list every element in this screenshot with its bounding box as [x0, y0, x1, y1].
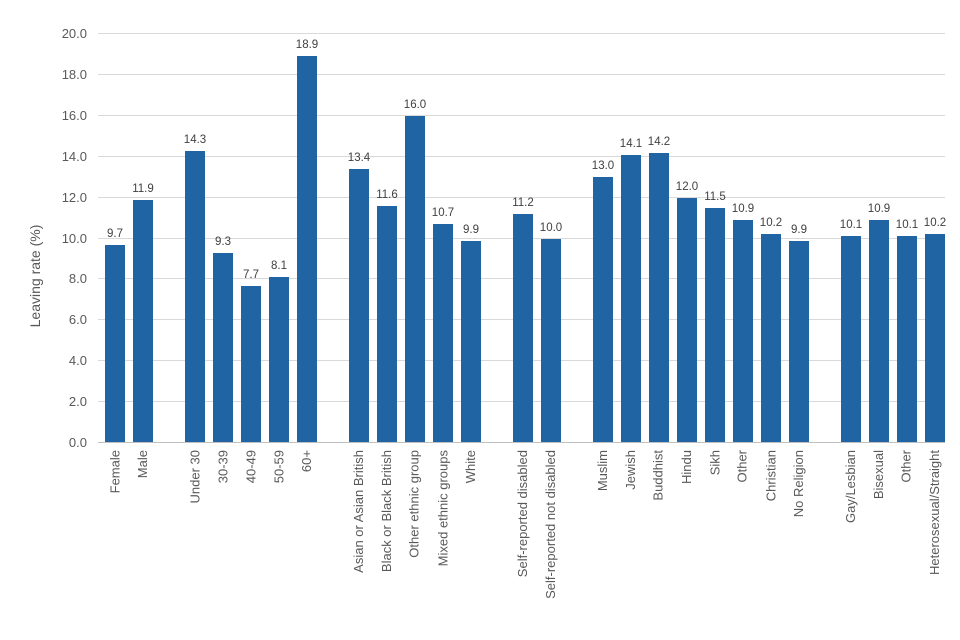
bar	[105, 244, 125, 443]
y-tick-label: 8.0	[68, 271, 87, 287]
bar	[705, 207, 725, 443]
category-label: Mixed ethnic groups	[435, 450, 450, 567]
bar-value-label: 9.9	[463, 223, 479, 236]
bar-value-label: 7.7	[243, 268, 259, 281]
bar-value-label: 10.1	[895, 219, 919, 232]
bar-value-label: 10.1	[839, 219, 863, 232]
category-label: Self-reported not disabled	[543, 450, 558, 599]
bar	[621, 154, 641, 443]
bar	[349, 168, 369, 443]
category-label: Jewish	[623, 450, 638, 490]
y-tick-label: 6.0	[68, 312, 87, 328]
bar-value-label: 13.0	[591, 160, 615, 173]
gridline	[98, 155, 945, 157]
category-label: 30-39	[215, 450, 230, 484]
y-tick-label: 16.0	[61, 107, 87, 123]
category-label: 40-49	[243, 450, 258, 484]
y-tick-label: 2.0	[68, 394, 87, 410]
gridline	[98, 196, 945, 198]
bar-value-label: 10.9	[867, 203, 891, 216]
y-tick-label: 18.0	[61, 66, 87, 82]
bar	[897, 236, 917, 443]
y-tick-label: 10.0	[61, 230, 87, 246]
bar-value-label: 11.5	[704, 190, 726, 203]
bar	[733, 220, 753, 443]
category-label: Asian or Asian British	[351, 450, 366, 573]
bar	[297, 56, 317, 443]
category-label: Under 30	[187, 450, 202, 504]
bar-value-label: 8.1	[271, 260, 287, 273]
bar	[925, 234, 945, 443]
bar	[185, 150, 205, 443]
category-label: Female	[107, 450, 122, 494]
category-label: Other	[899, 450, 914, 483]
bar-value-label: 14.3	[183, 133, 207, 146]
category-label: Male	[135, 450, 150, 479]
category-label: Buddhist	[651, 450, 666, 501]
bar	[405, 115, 425, 443]
bar	[593, 177, 613, 443]
bar-value-label: 10.0	[539, 221, 563, 234]
bar	[433, 224, 453, 443]
bar	[761, 234, 781, 443]
bar-value-label: 9.9	[791, 223, 807, 236]
bar-value-label: 14.2	[647, 135, 671, 148]
bar-value-label: 10.9	[731, 203, 755, 216]
category-label: Heterosexual/Straight	[927, 450, 942, 576]
gridline	[98, 73, 945, 75]
bar-value-label: 9.7	[107, 227, 123, 240]
bar-value-label: 16.0	[403, 98, 427, 111]
category-label: Hindu	[679, 450, 694, 484]
category-label: Other ethnic group	[407, 450, 422, 558]
bar-value-label: 9.3	[215, 235, 231, 248]
y-tick-label: 14.0	[61, 148, 87, 164]
bar	[377, 205, 397, 443]
bar-value-label: 11.6	[376, 188, 398, 201]
category-label: 60+	[299, 450, 314, 473]
bar-value-label: 10.2	[923, 217, 947, 230]
y-tick-label: 20.0	[61, 26, 87, 41]
bar	[213, 252, 233, 443]
bar-value-label: 18.9	[295, 39, 319, 52]
category-label: Muslim	[595, 450, 610, 492]
category-label: Other	[735, 450, 750, 483]
category-label: Bisexual	[871, 450, 886, 500]
y-tick-label: 0.0	[68, 435, 87, 450]
category-label: Sikh	[707, 450, 722, 476]
bar	[241, 285, 261, 443]
x-axis-line	[98, 442, 945, 443]
bar	[513, 213, 533, 443]
bar	[677, 197, 697, 443]
bar	[869, 220, 889, 443]
category-label: 50-59	[271, 450, 286, 484]
y-tick-label: 12.0	[61, 189, 87, 205]
bar	[789, 240, 809, 443]
category-label: Black or Black British	[379, 450, 394, 573]
bar-value-label: 11.2	[512, 196, 534, 209]
category-label: Gay/Lesbian	[843, 450, 858, 523]
category-label: Self-reported disabled	[515, 450, 530, 578]
category-label: White	[463, 450, 478, 484]
bar	[649, 152, 669, 443]
bar-value-label: 10.7	[431, 207, 455, 220]
gridline	[98, 33, 945, 34]
bar	[269, 277, 289, 443]
y-tick-label: 4.0	[68, 353, 87, 369]
bar	[541, 238, 561, 443]
gridline	[98, 114, 945, 116]
bar-value-label: 14.1	[619, 137, 643, 150]
category-label: Christian	[763, 450, 778, 502]
bar	[133, 199, 153, 443]
category-label: No Religion	[791, 450, 806, 518]
bar-value-label: 10.2	[759, 217, 783, 230]
bar-value-label: 11.9	[132, 182, 154, 195]
bar-value-label: 13.4	[347, 151, 371, 164]
bar	[841, 236, 861, 443]
bar	[461, 240, 481, 443]
bar-value-label: 12.0	[675, 180, 699, 193]
